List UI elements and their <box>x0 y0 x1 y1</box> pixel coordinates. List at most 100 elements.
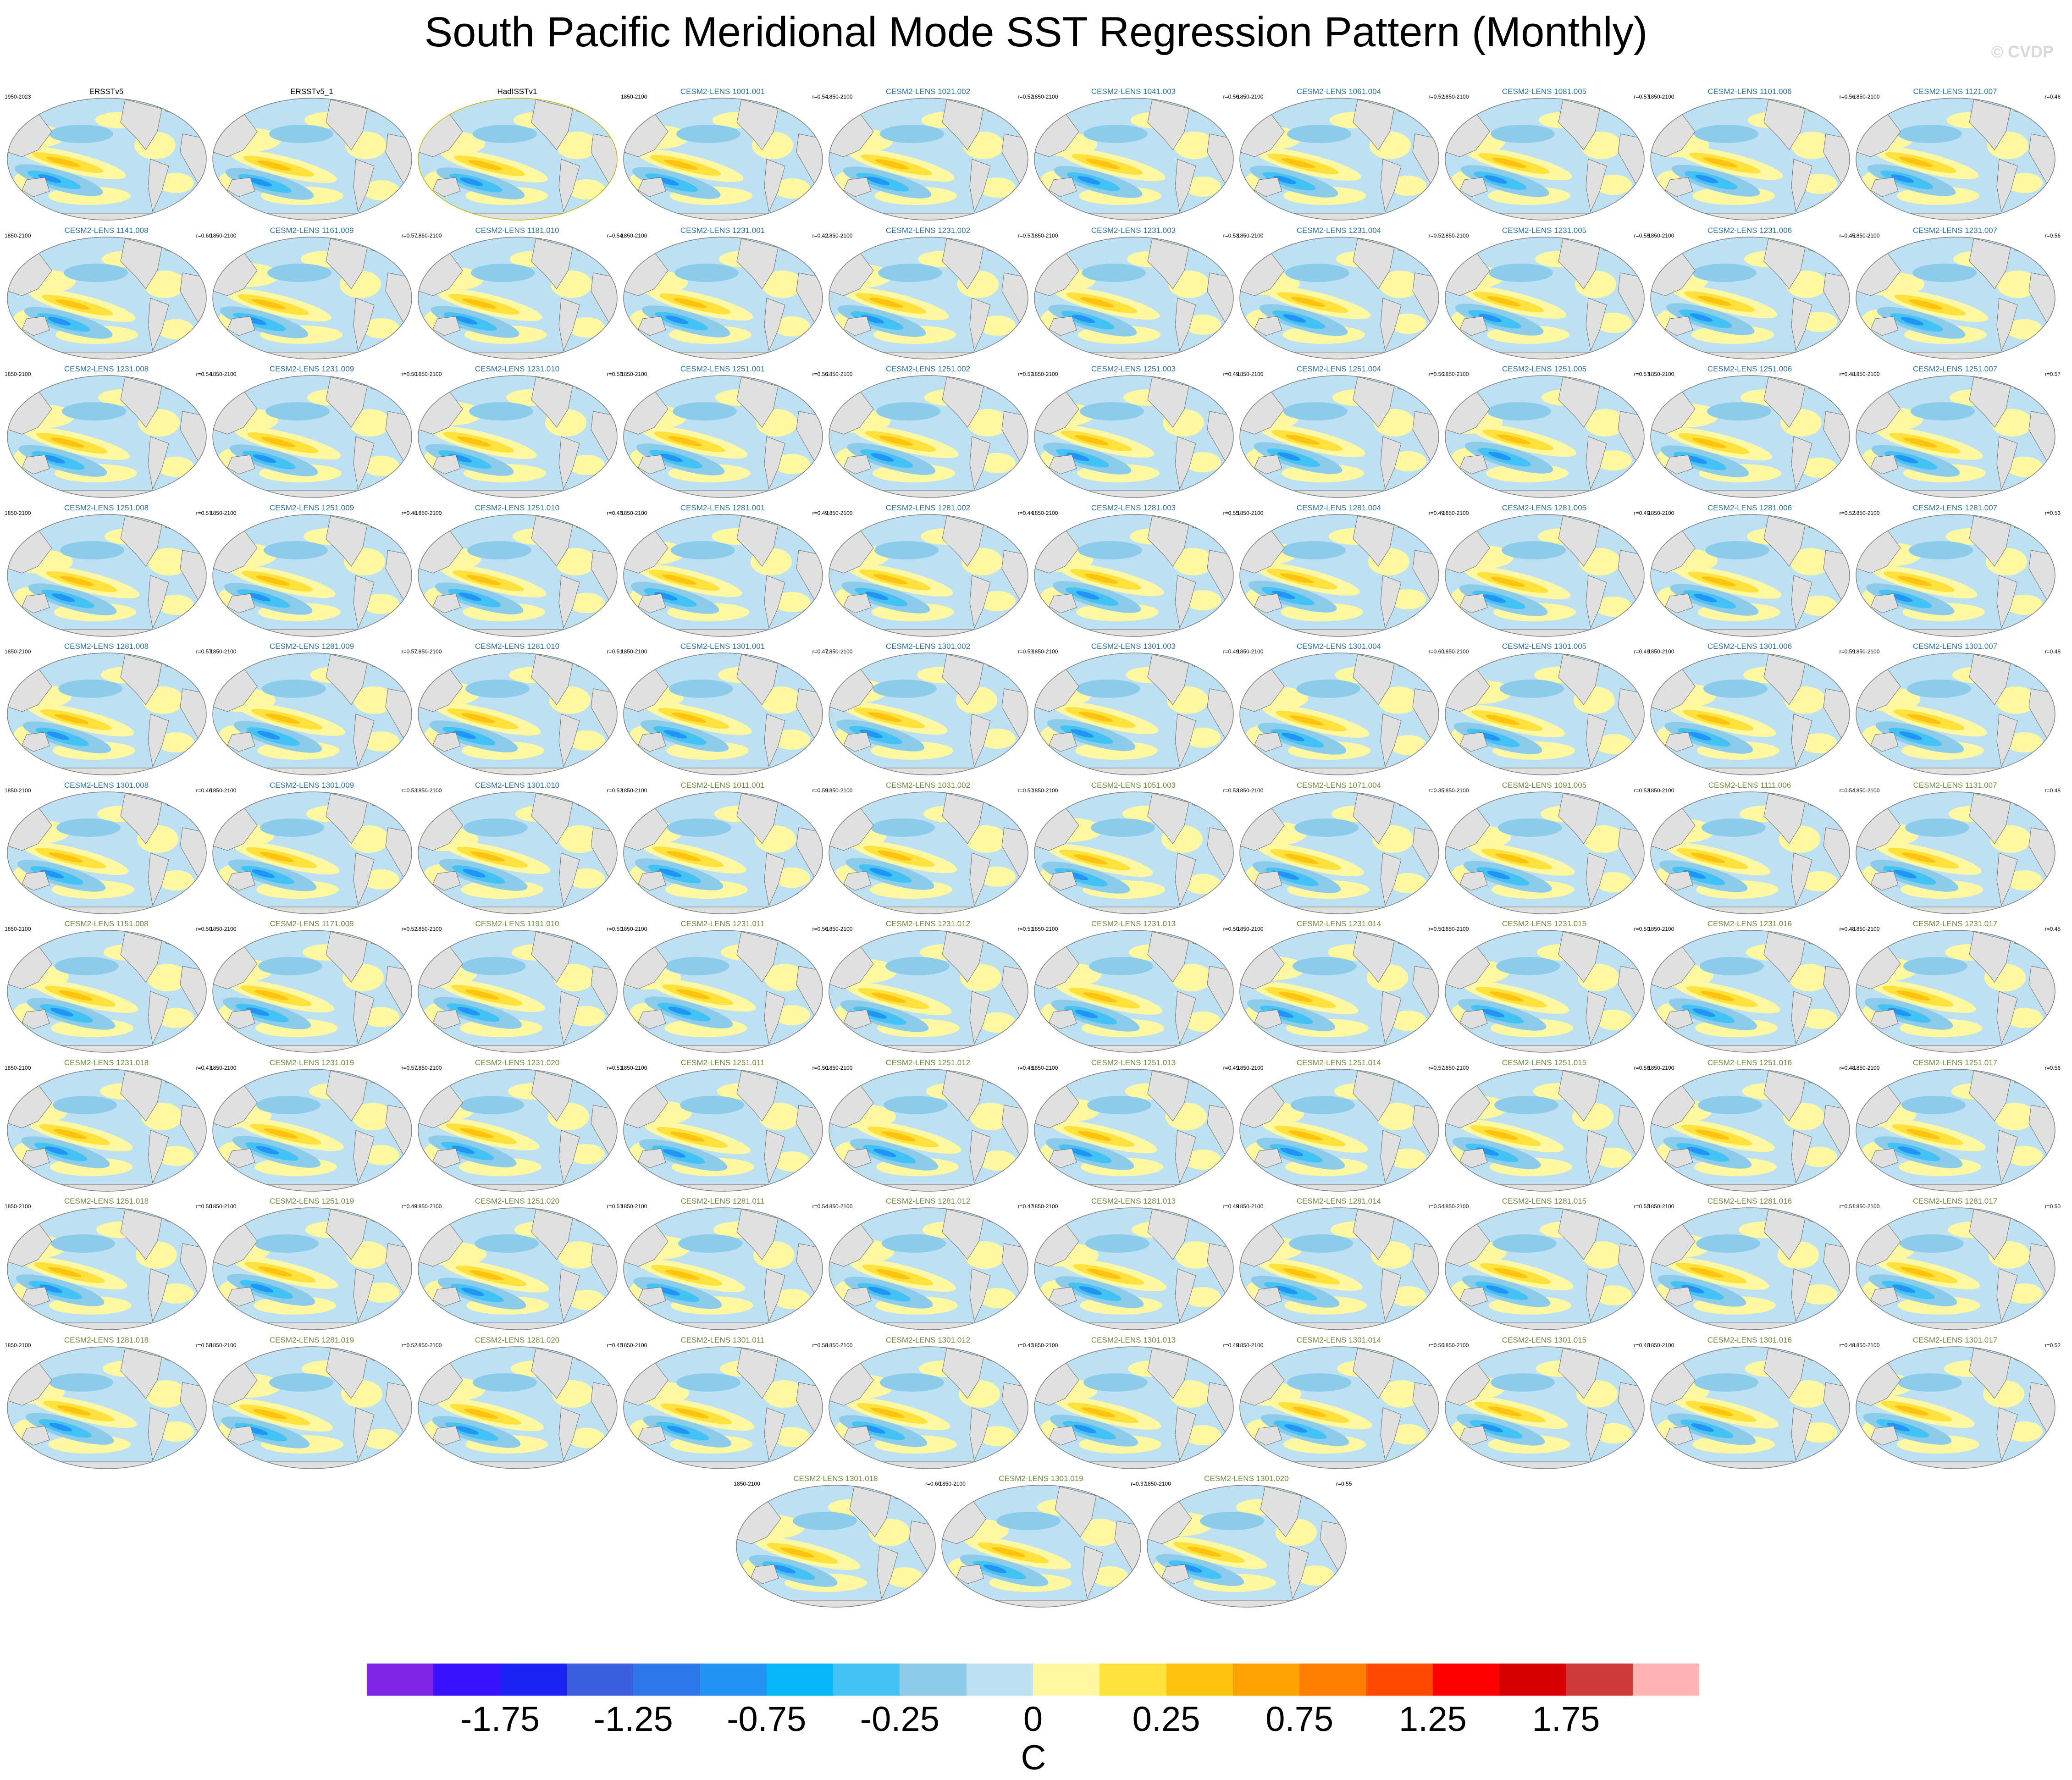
panel-period: 1850-2100 <box>1144 1481 1171 1487</box>
map-panel: CESM2-LENS 1301.009 1850-2100 r=0.53 <box>209 781 417 918</box>
panel-correlation: r=0.55 <box>1223 509 1239 516</box>
panel-correlation: r=0.48 <box>2044 648 2061 655</box>
map-panel: CESM2-LENS 1251.015 1850-2100 r=0.56 <box>1442 1058 1650 1196</box>
panel-period: 1850-2100 <box>1853 371 1880 377</box>
map-panel: CESM2-LENS 1301.008 1850-2100 r=0.46 <box>4 780 212 918</box>
map-panel: CESM2-LENS 1251.006 1850-2100 r=0.48 <box>1647 365 1855 502</box>
sst-regression-map <box>1856 1346 2055 1469</box>
sst-regression-map <box>1650 930 1850 1053</box>
sst-regression-map <box>212 652 412 775</box>
map-panel: CESM2-LENS 1231.018 1850-2100 r=0.47 <box>4 1058 212 1196</box>
panel-title: CESM2-LENS 1301.008 <box>64 780 149 790</box>
panel-title: CESM2-LENS 1091.005 <box>1502 780 1587 790</box>
map-panel: CESM2-LENS 1231.003 1850-2100 r=0.53 <box>1031 226 1239 364</box>
panel-period: 1850-2100 <box>621 648 647 655</box>
colorbar-cell <box>1366 1664 1433 1696</box>
panel-correlation: r=0.60 <box>1428 648 1444 655</box>
sst-regression-map <box>1239 930 1439 1053</box>
panel-title: CESM2-LENS 1231.020 <box>475 1058 560 1067</box>
panel-title: CESM2-LENS 1281.002 <box>885 503 971 512</box>
panel-correlation: r=0.35 <box>1428 787 1444 794</box>
panel-title: CESM2-LENS 1281.013 <box>1091 1197 1176 1205</box>
panel-correlation: r=0.42 <box>812 232 828 239</box>
map-panel: CESM2-LENS 1301.015 1850-2100 r=0.48 <box>1442 1336 1650 1473</box>
map-panel: CESM2-LENS 1231.020 1850-2100 r=0.51 <box>414 1058 623 1196</box>
map-panel: CESM2-LENS 1091.005 1850-2100 r=0.52 <box>1442 780 1650 918</box>
panel-title: CESM2-LENS 1231.017 <box>1912 919 1998 928</box>
sst-regression-map <box>736 1485 936 1608</box>
map-panel: CESM2-LENS 1231.017 1850-2100 r=0.45 <box>1852 919 2061 1057</box>
map-panel: CESM2-LENS 1281.003 1850-2100 r=0.55 <box>1031 503 1239 641</box>
panel-title: CESM2-LENS 1231.014 <box>1296 919 1381 928</box>
sst-regression-map <box>212 1207 412 1330</box>
panel-correlation: r=0.49 <box>1634 648 1650 655</box>
panel-correlation: r=0.47 <box>812 648 828 655</box>
panel-correlation: r=0.56 <box>1428 371 1444 377</box>
panel-period: 1850-2100 <box>1853 1342 1880 1349</box>
sst-regression-map <box>7 1068 207 1192</box>
sst-regression-map <box>1445 1346 1645 1469</box>
panel-period: 1850-2100 <box>621 926 647 932</box>
panel-period: 1850-2100 <box>1237 926 1264 932</box>
sst-regression-map <box>212 930 412 1053</box>
panel-period: 1850-2100 <box>1442 648 1469 655</box>
sst-regression-map <box>1034 514 1234 637</box>
panel-correlation: r=0.54 <box>812 94 828 100</box>
map-panel: CESM2-LENS 1281.007 1850-2100 r=0.53 <box>1852 503 2061 641</box>
map-panel: CESM2-LENS 1181.010 1850-2100 r=0.54 <box>414 226 623 364</box>
panel-correlation: r=0.47 <box>1017 1203 1033 1210</box>
panel-title: CESM2-LENS 1301.010 <box>475 780 560 790</box>
panel-period: 1850-2100 <box>1648 1342 1674 1349</box>
panel-correlation: r=0.47 <box>196 1064 212 1071</box>
panel-correlation: r=0.54 <box>812 1203 828 1210</box>
colorbar-cell <box>1100 1664 1167 1696</box>
panel-period: 1850-2100 <box>210 926 237 932</box>
panel-period: 1850-2100 <box>939 1481 966 1487</box>
panel-title: CESM2-LENS 1281.008 <box>64 642 149 651</box>
panel-title: CESM2-LENS 1251.010 <box>475 503 560 512</box>
sst-regression-map <box>1650 98 1850 221</box>
panel-period: 1850-2100 <box>1237 232 1264 239</box>
panel-correlation: r=0.49 <box>812 509 828 516</box>
map-panel: CESM2-LENS 1031.002 1850-2100 r=0.50 <box>825 781 1033 918</box>
sst-regression-map <box>7 1346 207 1469</box>
panel-period: 1850-2100 <box>1442 1203 1469 1210</box>
sst-regression-map <box>1445 514 1645 637</box>
map-panel: CESM2-LENS 1011.001 1850-2100 r=0.59 <box>620 781 828 918</box>
map-panel: ERSSTv5 1950-2023 <box>4 87 209 225</box>
sst-regression-map <box>1239 375 1439 498</box>
panel-period: 1850-2100 <box>1032 94 1058 100</box>
panel-correlation: r=0.52 <box>1428 232 1444 239</box>
map-panel: CESM2-LENS 1281.013 1850-2100 r=0.49 <box>1031 1197 1239 1334</box>
panel-correlation: r=0.57 <box>401 648 417 655</box>
panel-title: CESM2-LENS 1251.014 <box>1296 1058 1381 1067</box>
panel-period: 1850-2100 <box>5 1203 31 1210</box>
sst-regression-map <box>623 930 823 1053</box>
sst-regression-map <box>1034 930 1234 1053</box>
sst-regression-map <box>418 791 618 914</box>
map-panel: CESM2-LENS 1301.020 1850-2100 r=0.55 <box>1144 1474 1352 1612</box>
colorbar-cell <box>1033 1664 1100 1696</box>
panel-correlation: r=0.50 <box>607 926 623 932</box>
panel-period: 1850-2100 <box>1032 787 1058 794</box>
panel-title: CESM2-LENS 1281.015 <box>1502 1197 1587 1205</box>
panel-title: CESM2-LENS 1251.011 <box>680 1058 765 1067</box>
panel-title: CESM2-LENS 1301.004 <box>1296 642 1381 651</box>
colorbar-cell <box>966 1664 1033 1696</box>
panel-correlation: r=0.48 <box>2044 787 2061 794</box>
panel-period: 1850-2100 <box>1853 232 1880 239</box>
sst-regression-map <box>1445 1207 1645 1330</box>
map-panel: CESM2-LENS 1231.001 1850-2100 r=0.42 <box>620 226 828 364</box>
colorbar-tick-label: -0.75 <box>727 1700 807 1739</box>
panel-period: 1850-2100 <box>1237 1342 1264 1349</box>
map-panel: CESM2-LENS 1161.009 1850-2100 r=0.57 <box>209 226 417 364</box>
panel-title: CESM2-LENS 1281.003 <box>1091 503 1176 512</box>
map-panel: CESM2-LENS 1301.016 1850-2100 r=0.48 <box>1647 1336 1855 1473</box>
sst-regression-map <box>1034 1068 1234 1192</box>
map-panel: CESM2-LENS 1231.015 1850-2100 r=0.50 <box>1442 919 1650 1057</box>
panel-correlation: r=0.49 <box>1223 1342 1239 1349</box>
panel-correlation: r=0.50 <box>196 926 212 932</box>
panel-correlation: r=0.52 <box>1839 509 1855 516</box>
panel-correlation: r=0.48 <box>1839 1064 1855 1071</box>
panel-period: 1850-2100 <box>1442 94 1469 100</box>
